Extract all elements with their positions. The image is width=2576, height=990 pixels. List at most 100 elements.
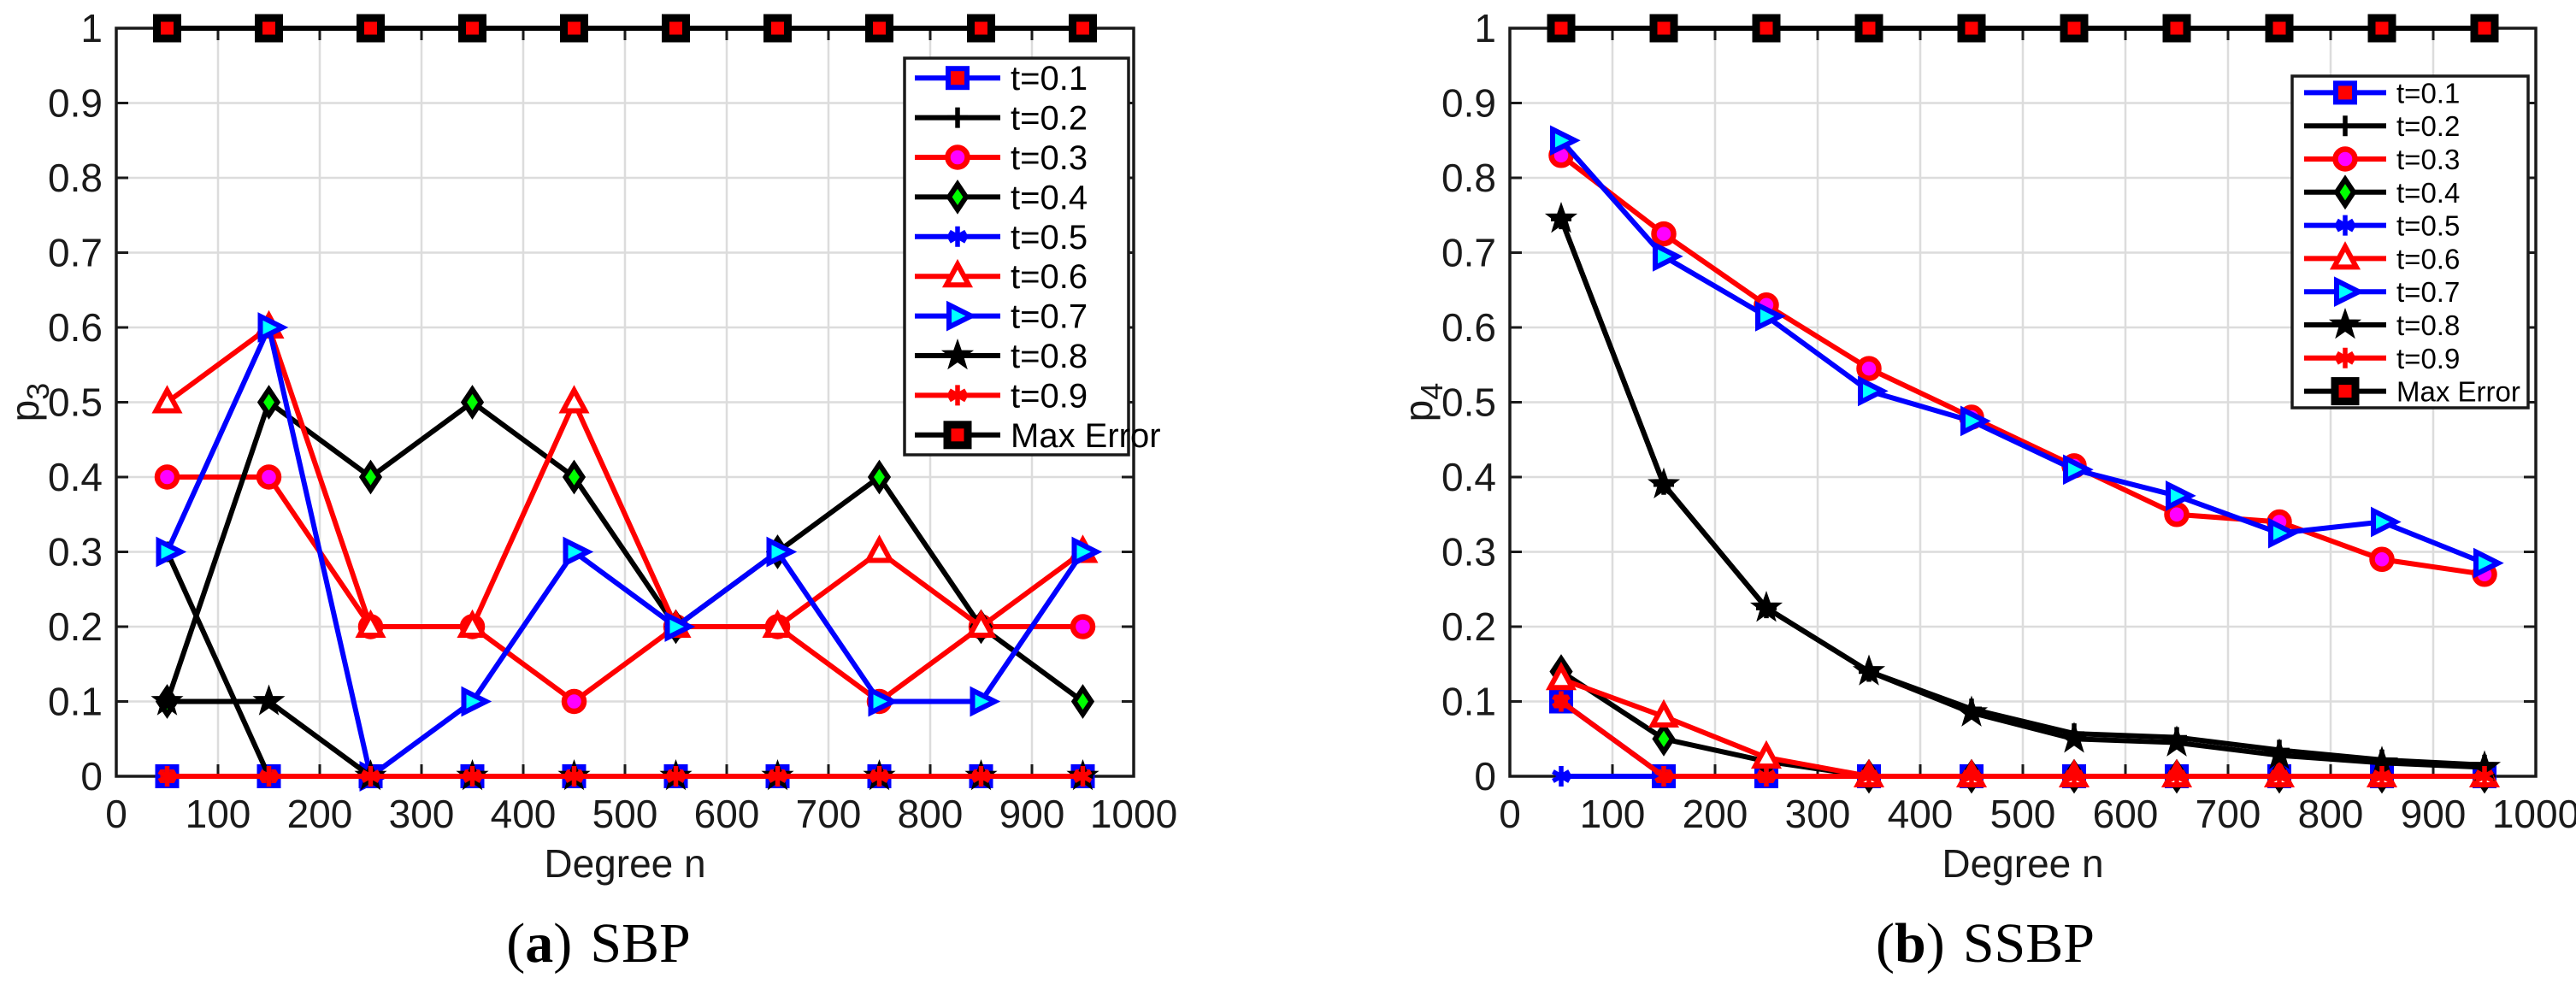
- legend: t=0.1t=0.2t=0.3t=0.4t=0.5t=0.6t=0.7t=0.8…: [2290, 74, 2530, 410]
- legend-item-t-0-2: t=0.2: [915, 100, 1088, 138]
- marker-pentagram: [1852, 654, 1886, 686]
- legend-item-t-0-1: t=0.1: [915, 60, 1088, 97]
- marker-circle: [1856, 356, 1882, 381]
- caption-a-letter: a: [525, 912, 554, 975]
- marker-circle: [154, 464, 180, 490]
- marker-triangle-right: [970, 686, 1001, 717]
- marker-asterisk: [1552, 766, 1571, 787]
- y-tick-label: 0.1: [1441, 680, 1496, 724]
- marker-pentagram: [2328, 307, 2362, 339]
- x-tick-label: 200: [287, 792, 353, 836]
- y-tick-label: 0.8: [1441, 156, 1496, 200]
- marker-plus: [947, 107, 968, 128]
- marker-circle: [2332, 146, 2358, 172]
- caption-b-title: SSBP: [1962, 912, 2095, 975]
- marker-triangle-up: [1648, 698, 1680, 728]
- y-tick-label: 0.2: [1441, 604, 1496, 649]
- marker-square: [2470, 14, 2499, 43]
- y-tick-label: 0.8: [48, 156, 103, 200]
- marker-triangle-right: [257, 312, 289, 343]
- x-tick-label: 100: [1580, 792, 1646, 836]
- x-tick-label: 600: [694, 792, 760, 836]
- x-tick-label: 300: [1785, 792, 1851, 836]
- legend-label: t=0.4: [2396, 177, 2460, 209]
- legend-item-t-0-9: t=0.9: [2304, 343, 2460, 374]
- marker-circle: [1070, 614, 1096, 639]
- caption-b-paren-open: (: [1876, 912, 1895, 975]
- x-tick-label: 900: [999, 792, 1065, 836]
- marker-plus: [2335, 115, 2355, 137]
- marker-triangle-up: [558, 385, 590, 414]
- legend-box: [2290, 74, 2530, 410]
- marker-triangle-up: [457, 609, 488, 638]
- legend-label: t=0.9: [1011, 377, 1088, 415]
- marker-diamond: [946, 179, 970, 215]
- marker-triangle-right: [664, 611, 696, 642]
- legend-item-t-0-6: t=0.6: [915, 258, 1088, 296]
- marker-asterisk: [1757, 766, 1776, 787]
- marker-asterisk: [1552, 691, 1571, 712]
- marker-asterisk: [1860, 766, 1878, 787]
- marker-square: [153, 14, 181, 43]
- marker-triangle-up: [941, 258, 974, 288]
- marker-asterisk: [2336, 347, 2355, 368]
- marker-asterisk: [361, 766, 380, 787]
- x-tick-label: 400: [491, 792, 557, 836]
- x-tick-label: 200: [1683, 792, 1748, 836]
- marker-asterisk: [2475, 766, 2494, 787]
- marker-triangle-right: [563, 536, 594, 568]
- caption-a: (a) SBP: [506, 911, 691, 976]
- marker-triangle-right: [1960, 405, 1991, 437]
- caption-a-paren-close: ): [553, 912, 573, 975]
- marker-triangle-right: [2166, 480, 2196, 511]
- marker-pentagram: [1954, 695, 1989, 727]
- caption-b-paren-close: ): [1925, 912, 1945, 975]
- y-tick-label: 0.5: [48, 380, 103, 425]
- x-tick-labels: 0 100 200 300 400 500 600 700 800 900 1000: [105, 792, 1177, 836]
- y-axis-label: p4: [1396, 383, 1449, 422]
- x-tick-labels: 0 100 200 300 400 500 600 700 800 900 1000: [1499, 792, 2576, 836]
- y-tick-label: 0.6: [48, 305, 103, 350]
- marker-asterisk: [2336, 215, 2355, 236]
- marker-square: [967, 14, 995, 43]
- legend-item-t-0-8: t=0.8: [2304, 307, 2460, 341]
- marker-asterisk: [666, 766, 686, 787]
- y-tick-label: 0.3: [48, 530, 103, 575]
- caption-a-paren-open: (: [506, 912, 526, 975]
- marker-asterisk: [463, 766, 482, 787]
- marker-pentagram: [1749, 591, 1783, 622]
- marker-square: [2162, 14, 2191, 43]
- marker-pentagram: [2262, 738, 2296, 769]
- legend-label: t=0.6: [2396, 243, 2460, 274]
- y-tick-label: 0.6: [1441, 305, 1496, 350]
- legend-label: t=0.7: [2396, 276, 2460, 308]
- x-axis-label: Degree n: [1942, 841, 2103, 886]
- x-tick-label: 800: [898, 792, 964, 836]
- marker-asterisk: [2270, 766, 2289, 787]
- marker-triangle-up: [355, 609, 386, 638]
- marker-triangle-right: [2063, 454, 2094, 486]
- y-tick-label: 0.9: [48, 81, 103, 126]
- x-tick-label: 700: [2196, 792, 2261, 836]
- marker-circle: [2369, 546, 2395, 573]
- marker-square: [357, 14, 385, 43]
- marker-diamond: [460, 385, 485, 420]
- marker-diamond: [1652, 721, 1676, 757]
- marker-triangle-right: [2268, 517, 2299, 549]
- marker-asterisk: [564, 766, 584, 787]
- x-tick-label: 0: [105, 792, 127, 836]
- marker-circle: [945, 144, 970, 170]
- marker-diamond: [562, 459, 587, 495]
- x-tick-label: 800: [2298, 792, 2364, 836]
- legend-label: t=0.3: [2396, 144, 2460, 175]
- legend: t=0.1t=0.2t=0.3t=0.4t=0.5t=0.6t=0.7t=0.8…: [903, 56, 1161, 457]
- series-t-0-7: [156, 312, 1103, 792]
- series-max-error: [153, 14, 1097, 43]
- y-tick-label: 0.4: [1441, 455, 1496, 499]
- legend-item-t-0-8: t=0.8: [915, 338, 1088, 375]
- marker-square: [2265, 14, 2294, 43]
- legend-item-t-0-5: t=0.5: [2304, 210, 2460, 242]
- marker-square: [865, 14, 893, 43]
- legend-label: t=0.5: [1011, 219, 1088, 256]
- marker-triangle-right: [868, 686, 899, 717]
